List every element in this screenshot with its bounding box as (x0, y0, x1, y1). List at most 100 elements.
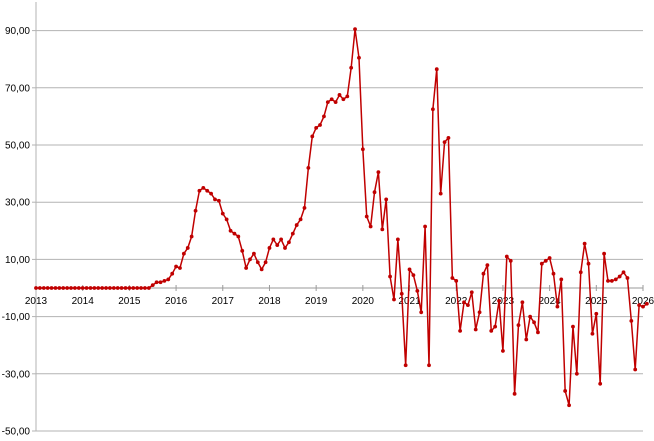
data-point (302, 206, 307, 210)
data-point (442, 140, 447, 145)
data-point (100, 286, 105, 290)
data-point (349, 65, 354, 70)
x-tick-label: 2013 (25, 296, 48, 307)
data-point (318, 123, 322, 127)
data-point (197, 188, 202, 193)
data-point (395, 237, 400, 242)
x-tick-label: 2016 (165, 296, 188, 307)
data-point (143, 286, 147, 290)
data-point (427, 363, 431, 368)
data-point (376, 170, 381, 175)
data-point (407, 267, 412, 272)
data-point (641, 304, 645, 309)
data-point (563, 389, 568, 393)
data-point (644, 301, 649, 306)
x-tick-label: 2021 (398, 296, 421, 307)
data-point (111, 286, 116, 290)
data-point (275, 243, 280, 248)
y-tick-label: -50,00 (2, 427, 31, 438)
data-point (279, 237, 284, 242)
data-point (178, 266, 182, 270)
data-point (438, 191, 443, 196)
data-point (345, 94, 350, 99)
y-axis-tick-labels: 90,00 70,00 50,00 30,00 10,00 -10,00 -30,00 -50… (2, 26, 31, 437)
data-point (520, 300, 525, 305)
data-point (224, 217, 229, 222)
data-point (512, 391, 517, 396)
data-point (547, 256, 552, 260)
data-point (329, 97, 334, 102)
data-point (158, 280, 163, 285)
data-point (473, 327, 478, 332)
data-point (411, 273, 416, 278)
data-point (88, 286, 93, 290)
data-point (41, 286, 46, 290)
data-point (127, 286, 132, 290)
data-point (602, 251, 607, 256)
data-point (559, 277, 564, 282)
data-point (489, 329, 494, 333)
data-point (633, 367, 638, 372)
data-point (193, 208, 198, 213)
data-point (528, 314, 533, 319)
data-point (466, 303, 470, 308)
data-point (508, 258, 513, 263)
data-point (45, 286, 50, 290)
x-tick-label: 2026 (632, 296, 654, 307)
y-tick-label: -30,00 (2, 369, 31, 380)
data-point (629, 318, 634, 323)
gridlines (36, 30, 643, 432)
data-point (310, 134, 315, 139)
data-point (364, 214, 369, 219)
data-point (536, 330, 540, 335)
data-point (220, 211, 225, 216)
data-point (174, 264, 178, 269)
data-point (446, 135, 451, 140)
data-point (516, 323, 521, 328)
data-point (609, 278, 614, 283)
data-point (341, 97, 346, 102)
data-point (267, 246, 272, 250)
data-point (205, 188, 210, 193)
data-point (504, 254, 509, 259)
data-point (108, 286, 112, 290)
data-point (135, 286, 140, 290)
x-tick-label: 2015 (118, 296, 141, 307)
data-point (598, 381, 603, 386)
data-point (419, 310, 424, 315)
data-point (92, 286, 97, 290)
data-point (501, 349, 505, 353)
data-point (76, 286, 81, 290)
data-point (368, 224, 373, 229)
y-tick-label: 10,00 (5, 255, 30, 266)
data-point (380, 227, 385, 232)
y-tick-label: 70,00 (5, 83, 30, 94)
data-point (403, 363, 408, 368)
data-point (314, 125, 319, 130)
data-point (146, 286, 151, 290)
x-tick-label: 2017 (212, 296, 235, 307)
y-tick-label: 50,00 (5, 141, 30, 152)
data-point (306, 165, 311, 170)
data-point (119, 286, 124, 290)
data-point (84, 286, 89, 290)
data-point (104, 286, 108, 290)
data-point (325, 100, 330, 104)
data-point (57, 286, 62, 290)
data-point (493, 324, 498, 329)
data-point (539, 261, 544, 266)
data-point (65, 286, 70, 290)
data-point (571, 324, 575, 329)
data-point (131, 286, 136, 290)
data-point (259, 267, 264, 272)
data-point (621, 270, 626, 275)
data-point (248, 257, 252, 262)
data-point (613, 277, 618, 282)
data-point (353, 27, 357, 32)
data-point (454, 278, 459, 283)
data-point (232, 231, 237, 236)
data-point (485, 263, 490, 268)
data-point (574, 371, 579, 376)
data-point (209, 191, 214, 196)
data-point (434, 67, 439, 72)
